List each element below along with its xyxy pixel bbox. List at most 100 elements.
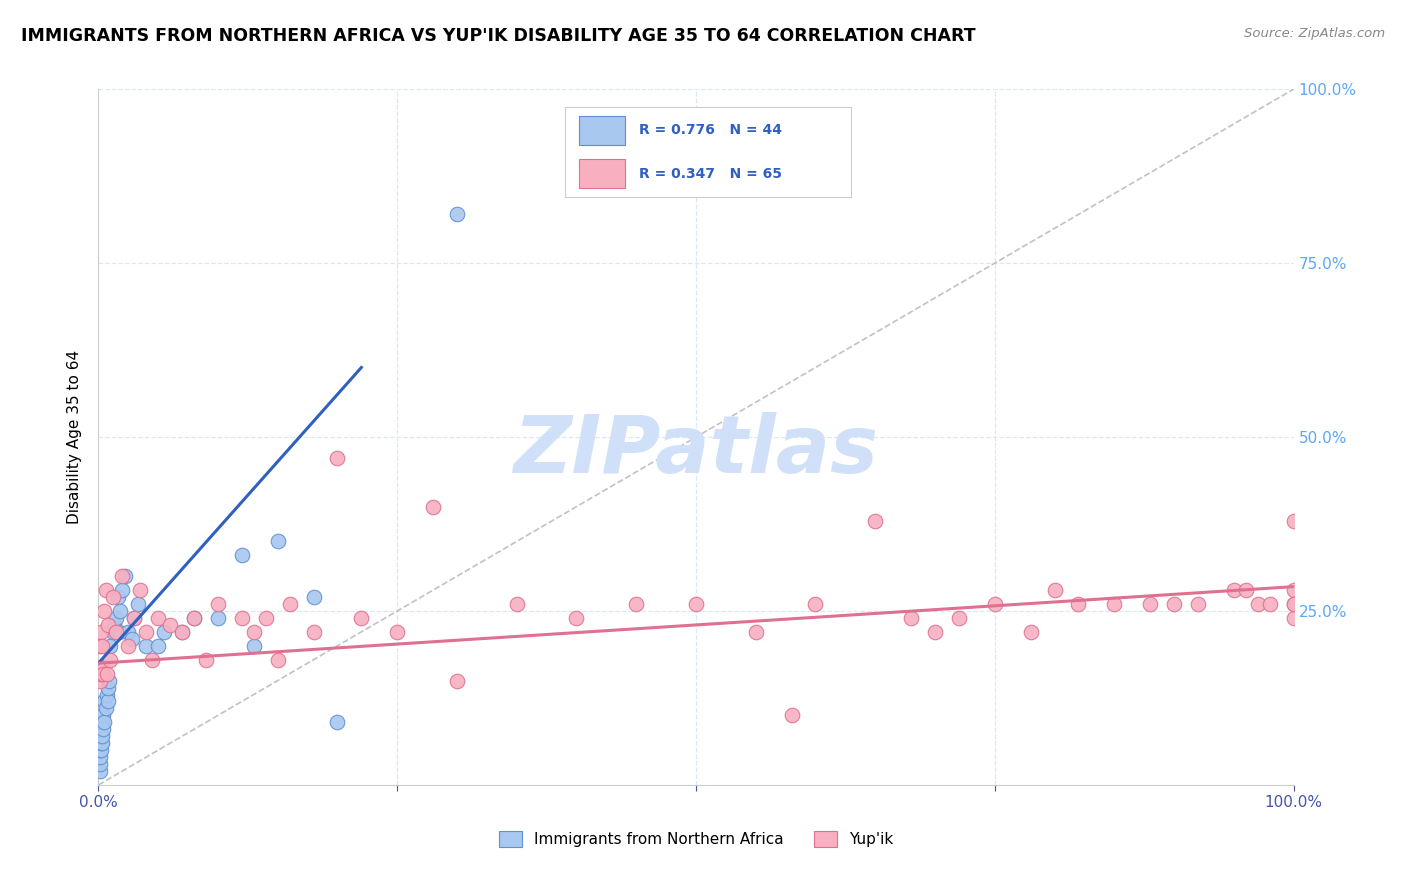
Point	[90, 729, 112, 743]
Point	[91, 666, 114, 681]
Legend: Immigrants from Northern Africa, Yup'ik: Immigrants from Northern Africa, Yup'ik	[499, 831, 893, 847]
Point	[103, 618, 125, 632]
Point	[90, 736, 112, 750]
Point	[90, 624, 112, 639]
Point	[745, 624, 768, 639]
Point	[91, 708, 114, 723]
Point	[89, 750, 111, 764]
Point	[94, 701, 117, 715]
Point	[326, 715, 349, 730]
Point	[1019, 624, 1042, 639]
Point	[207, 597, 229, 611]
Point	[153, 624, 176, 639]
Point	[1187, 597, 1209, 611]
Point	[135, 639, 157, 653]
Point	[129, 583, 152, 598]
Point	[94, 583, 117, 598]
Point	[1282, 514, 1305, 528]
Point	[89, 639, 111, 653]
Point	[117, 624, 139, 639]
Point	[267, 534, 290, 549]
Point	[1104, 597, 1126, 611]
Point	[127, 597, 149, 611]
Point	[1247, 597, 1270, 611]
Point	[90, 666, 112, 681]
Point	[984, 597, 1007, 611]
Point	[278, 597, 301, 611]
Point	[91, 729, 114, 743]
Point	[148, 639, 170, 653]
Point	[207, 611, 229, 625]
Point	[804, 597, 827, 611]
Text: IMMIGRANTS FROM NORTHERN AFRICA VS YUP'IK DISABILITY AGE 35 TO 64 CORRELATION CH: IMMIGRANTS FROM NORTHERN AFRICA VS YUP'I…	[21, 27, 976, 45]
Point	[231, 611, 253, 625]
Point	[183, 611, 205, 625]
Point	[107, 590, 129, 604]
Point	[1139, 597, 1161, 611]
Text: ZIPatlas: ZIPatlas	[513, 412, 879, 490]
Point	[350, 611, 373, 625]
Point	[97, 618, 120, 632]
Point	[98, 653, 122, 667]
Text: Source: ZipAtlas.com: Source: ZipAtlas.com	[1244, 27, 1385, 40]
Point	[97, 694, 120, 708]
Point	[114, 569, 136, 583]
Point	[1043, 583, 1066, 598]
Point	[1258, 597, 1281, 611]
Point	[93, 694, 115, 708]
Point	[446, 673, 468, 688]
Point	[91, 659, 114, 673]
Point	[105, 624, 128, 639]
Point	[93, 715, 115, 730]
Point	[89, 743, 111, 757]
Point	[107, 624, 129, 639]
Point	[141, 653, 163, 667]
Point	[1234, 583, 1257, 598]
Point	[302, 590, 325, 604]
Point	[91, 723, 114, 737]
Point	[195, 653, 218, 667]
Point	[1282, 611, 1305, 625]
Point	[326, 450, 349, 465]
Point	[98, 673, 121, 688]
Point	[254, 611, 277, 625]
Point	[1282, 597, 1305, 611]
Point	[159, 618, 181, 632]
Point	[96, 666, 118, 681]
Point	[117, 639, 139, 653]
Point	[183, 611, 205, 625]
Point	[506, 597, 529, 611]
Point	[1223, 583, 1246, 598]
Point	[111, 583, 134, 598]
Point	[96, 688, 118, 702]
Point	[302, 624, 325, 639]
Point	[135, 624, 157, 639]
Point	[91, 715, 114, 730]
Point	[900, 611, 922, 625]
Point	[101, 590, 124, 604]
Point	[148, 611, 170, 625]
Point	[948, 611, 970, 625]
Point	[111, 569, 134, 583]
Point	[1067, 597, 1090, 611]
Point	[243, 624, 266, 639]
Point	[267, 653, 290, 667]
Y-axis label: Disability Age 35 to 64: Disability Age 35 to 64	[67, 350, 83, 524]
Point	[93, 604, 115, 618]
Point	[1163, 597, 1185, 611]
Point	[446, 207, 468, 221]
Point	[422, 500, 444, 514]
Point	[780, 708, 803, 723]
Point	[105, 611, 128, 625]
Point	[172, 624, 194, 639]
Point	[98, 639, 122, 653]
Point	[124, 611, 146, 625]
Point	[243, 639, 266, 653]
Point	[90, 743, 112, 757]
Point	[124, 611, 146, 625]
Point	[385, 624, 409, 639]
Point	[924, 624, 946, 639]
Point	[1282, 597, 1305, 611]
Point	[101, 624, 124, 639]
Point	[231, 549, 253, 563]
